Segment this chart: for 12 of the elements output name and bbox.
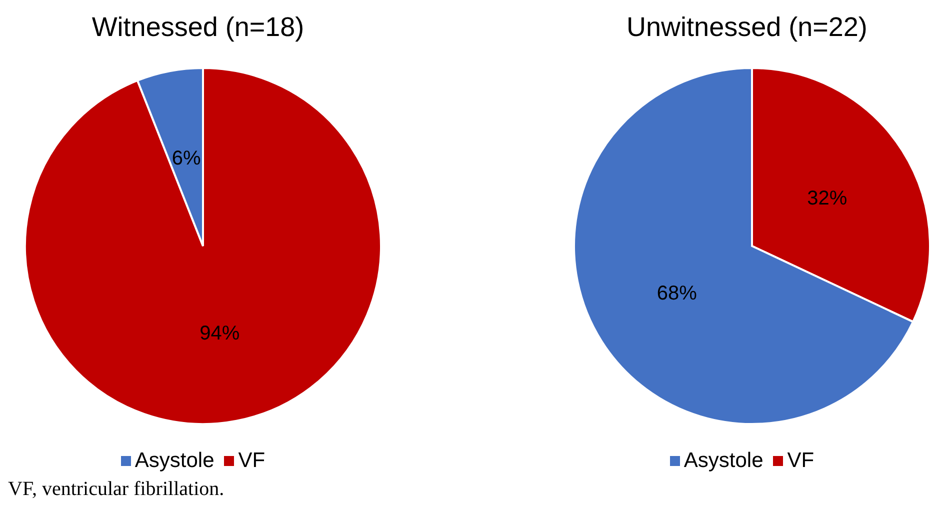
chart-title: Unwitnessed (n=22) bbox=[626, 11, 868, 44]
chart-title: Witnessed (n=18) bbox=[90, 11, 306, 44]
data-label: 68% bbox=[656, 282, 698, 305]
legend-label: Asystole bbox=[684, 449, 764, 472]
legend-label: VF bbox=[787, 449, 814, 472]
data-label: 6% bbox=[172, 148, 201, 170]
data-label: 32% bbox=[807, 187, 848, 210]
legend-label: VF bbox=[238, 449, 266, 472]
pie-slice bbox=[24, 67, 382, 425]
text: VF, ventricular fibrillation. bbox=[8, 478, 226, 501]
data-label: 94% bbox=[200, 322, 240, 344]
legend-label: Asystole bbox=[134, 449, 214, 472]
